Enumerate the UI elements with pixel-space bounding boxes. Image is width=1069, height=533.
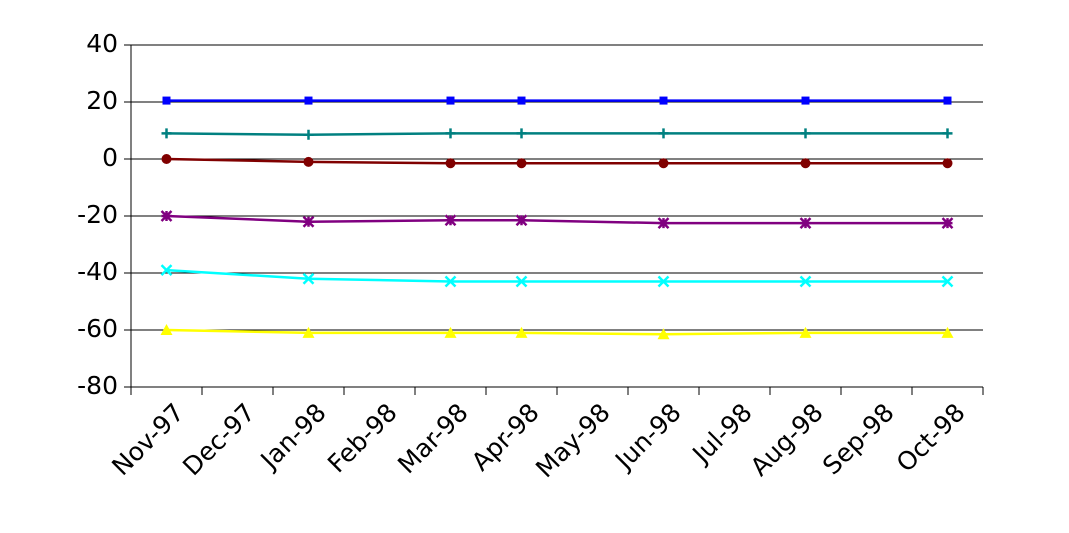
- y-tick-label: -40: [77, 257, 118, 286]
- marker: [303, 156, 314, 167]
- marker: [304, 96, 313, 105]
- marker: [515, 326, 528, 338]
- marker: [800, 158, 811, 169]
- marker: [801, 96, 810, 105]
- marker: [516, 158, 527, 169]
- marker: [515, 275, 528, 288]
- marker: [799, 217, 812, 230]
- marker: [444, 326, 457, 338]
- marker: [302, 272, 315, 285]
- marker: [444, 275, 457, 288]
- y-tick-label: -60: [77, 314, 118, 343]
- x-tick-label: Dec-97: [177, 398, 261, 482]
- marker: [160, 210, 173, 222]
- marker: [515, 214, 528, 227]
- x-tick-label: Aug-98: [745, 398, 829, 482]
- series-line: [166, 214, 948, 225]
- y-tick-label: -80: [77, 371, 118, 400]
- marker: [799, 275, 812, 288]
- y-tick-label: 0: [102, 143, 118, 172]
- marker: [658, 158, 669, 169]
- x-tick-label: May-98: [530, 398, 616, 484]
- marker: [941, 326, 954, 338]
- series-line: [166, 268, 948, 283]
- marker: [941, 275, 954, 288]
- x-tick-label: Jan-98: [254, 398, 332, 476]
- marker: [942, 158, 953, 169]
- marker: [942, 128, 953, 139]
- marker: [445, 128, 456, 139]
- x-tick-label: Nov-97: [106, 398, 189, 481]
- marker: [446, 96, 455, 105]
- marker: [160, 324, 173, 335]
- marker: [658, 128, 669, 139]
- marker: [799, 326, 812, 338]
- marker: [517, 96, 526, 105]
- marker: [302, 326, 315, 338]
- series-line: [166, 132, 948, 137]
- x-tick-label: Oct-98: [891, 398, 971, 478]
- marker: [941, 217, 954, 230]
- marker: [657, 217, 670, 230]
- marker: [161, 154, 172, 164]
- x-tick-label: Feb-98: [322, 398, 403, 479]
- series-line: [166, 157, 948, 165]
- marker: [516, 128, 527, 139]
- marker: [943, 96, 952, 105]
- y-tick-label: -20: [77, 200, 118, 229]
- marker: [657, 275, 670, 288]
- marker: [160, 264, 173, 277]
- marker: [800, 128, 811, 139]
- y-tick-label: 20: [86, 86, 118, 115]
- marker: [161, 128, 172, 139]
- marker: [302, 215, 315, 228]
- marker: [303, 129, 314, 140]
- marker: [162, 96, 171, 105]
- x-tick-label: Mar-98: [392, 398, 474, 480]
- marker: [657, 328, 670, 340]
- x-tick-label: Jun-98: [608, 398, 686, 476]
- x-tick-label: Sep-98: [817, 398, 900, 481]
- marker: [659, 96, 668, 105]
- series-line: [166, 328, 948, 336]
- marker: [444, 214, 457, 227]
- marker: [445, 158, 456, 169]
- y-tick-label: 40: [86, 29, 118, 58]
